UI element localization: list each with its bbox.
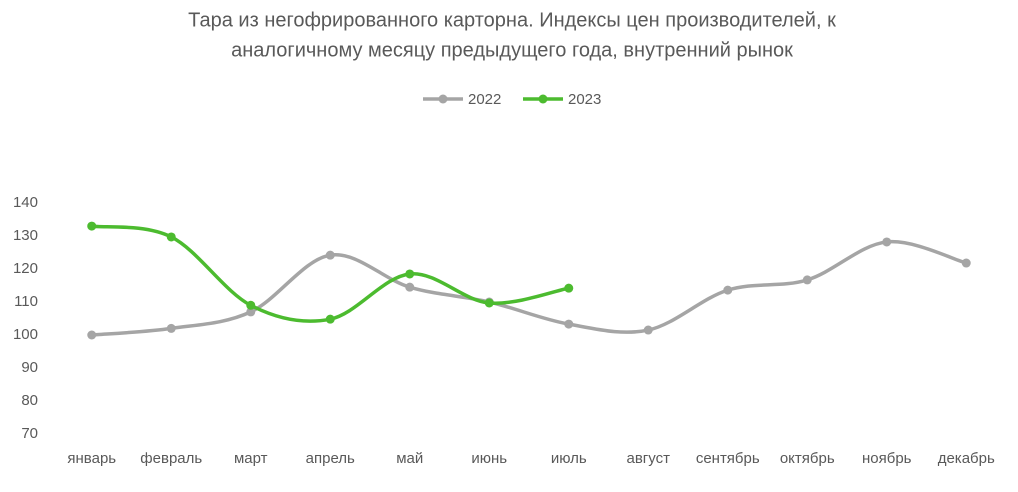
chart-title: Тара из негофрированного карторна. Индек…: [188, 9, 836, 31]
x-tick-label: январь: [67, 450, 116, 467]
marker: [405, 282, 415, 292]
legend-label: 2023: [568, 91, 601, 108]
marker: [87, 330, 97, 340]
x-tick-label: июль: [551, 450, 587, 467]
x-tick-label: октябрь: [780, 450, 835, 467]
marker: [246, 300, 256, 310]
x-tick-label: декабрь: [938, 450, 995, 467]
marker: [87, 221, 97, 231]
x-tick-label: июнь: [471, 450, 507, 467]
x-tick-label: август: [627, 450, 671, 467]
x-tick-label: март: [234, 450, 268, 467]
x-tick-label: февраль: [140, 450, 202, 467]
marker: [961, 258, 971, 268]
legend-marker: [538, 94, 548, 104]
x-tick-label: апрель: [306, 450, 355, 467]
x-tick-label: ноябрь: [862, 450, 912, 467]
legend-label: 2022: [468, 91, 501, 108]
chart-title: аналогичному месяцу предыдущего года, вн…: [231, 39, 793, 61]
marker: [564, 319, 574, 329]
series-line: [90, 240, 968, 337]
marker: [484, 298, 494, 308]
y-tick-label: 110: [14, 293, 38, 310]
y-tick-label: 130: [13, 227, 38, 244]
marker: [643, 325, 653, 335]
series-line: [90, 224, 571, 323]
marker: [166, 323, 176, 333]
marker: [405, 269, 415, 279]
marker: [802, 275, 812, 285]
marker: [325, 250, 335, 260]
marker: [882, 237, 892, 247]
x-tick-label: май: [396, 450, 423, 467]
y-tick-label: 80: [21, 392, 38, 409]
y-tick-label: 90: [21, 359, 38, 376]
legend-marker: [438, 94, 448, 104]
marker: [564, 283, 574, 293]
marker: [166, 232, 176, 242]
y-tick-label: 100: [13, 326, 38, 343]
marker: [723, 285, 733, 295]
y-tick-label: 120: [13, 260, 38, 277]
y-tick-label: 140: [13, 194, 38, 211]
marker: [325, 314, 335, 324]
y-tick-label: 70: [21, 425, 38, 442]
x-tick-label: сентябрь: [696, 450, 760, 467]
marker: [246, 307, 256, 317]
